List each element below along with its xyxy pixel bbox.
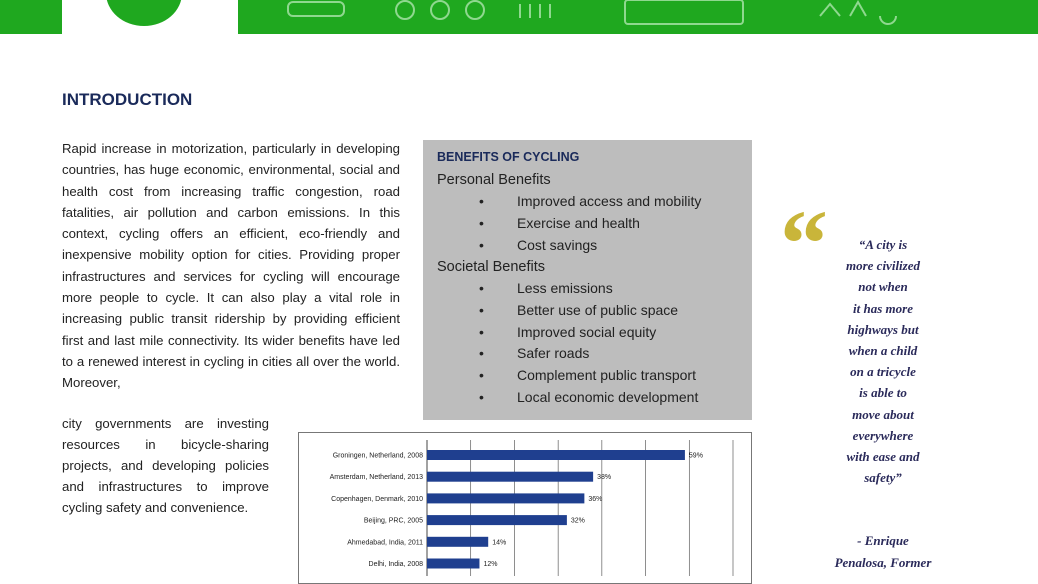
y-tick-label: Copenhagen, Denmark, 2010 xyxy=(331,496,423,503)
list-item: • Cost savings xyxy=(437,235,752,257)
item-text: Less emissions xyxy=(517,280,613,297)
list-item: • Safer roads xyxy=(437,343,752,365)
item-text: Better use of public space xyxy=(517,301,679,318)
bullet: • xyxy=(479,280,484,297)
item-text: Cost savings xyxy=(517,236,598,253)
quote-line: is able to xyxy=(859,385,907,401)
group-heading: Personal Benefits xyxy=(437,171,551,188)
item-text: Improved social equity xyxy=(517,323,657,340)
paragraph: city governments are investing resources… xyxy=(62,416,269,515)
paragraph: Rapid increase in motorization, particul… xyxy=(62,141,400,391)
people-icon xyxy=(519,4,551,18)
y-tick-label: Beijing, PRC, 2005 xyxy=(364,518,423,525)
attribution: - Enrique xyxy=(857,533,909,549)
list-item: • Better use of public space xyxy=(437,300,752,322)
bar xyxy=(427,515,567,526)
quote-line: move about xyxy=(852,406,914,422)
data-label: 14% xyxy=(492,539,506,546)
quote-line: more civilized xyxy=(845,258,920,274)
item-text: Exercise and health xyxy=(517,215,640,232)
bullet: • xyxy=(479,215,484,232)
list-item: • Complement public transport xyxy=(437,365,752,387)
pedestrian-icon xyxy=(819,0,897,25)
bullet: • xyxy=(479,323,484,340)
bullet: • xyxy=(479,388,484,405)
bar xyxy=(427,450,685,460)
bullet: • xyxy=(479,301,484,318)
bar xyxy=(427,471,594,482)
bar xyxy=(427,558,480,569)
logo-box xyxy=(62,0,238,34)
data-label: 38% xyxy=(597,474,611,481)
spacer xyxy=(808,488,958,530)
quote-mark: “ xyxy=(780,190,828,297)
quote-line: on a tricycle xyxy=(850,364,916,380)
quote-line: it has more xyxy=(853,300,913,316)
chart: Groningen, Netherland, 2008 59% Amsterdam,… xyxy=(330,440,734,576)
car-icon xyxy=(287,1,345,17)
bar xyxy=(427,493,585,504)
bullet: • xyxy=(479,345,484,362)
quote-line: not when xyxy=(858,279,908,295)
y-tick-label: Ahmedabad, India, 2011 xyxy=(347,539,423,546)
y-tick-label: Amsterdam, Netherland, 2013 xyxy=(330,474,423,481)
quote-line: safety” xyxy=(864,470,902,486)
data-label: 12% xyxy=(483,561,497,568)
list-item: • Improved social equity xyxy=(437,322,752,344)
data-label: 36% xyxy=(588,496,602,503)
section-heading: INTRODUCTION xyxy=(62,90,193,109)
quote-line: with ease and xyxy=(846,449,920,465)
y-tick-label: Delhi, India, 2008 xyxy=(369,561,424,568)
bar xyxy=(427,536,489,547)
item-text: Local economic development xyxy=(517,388,699,405)
data-label: 59% xyxy=(689,453,703,460)
list-item: • Exercise and health xyxy=(437,213,752,235)
quote: “A city is more civilized not when it has m… xyxy=(808,234,958,573)
quote-line: “A city is xyxy=(858,237,908,252)
bullet: • xyxy=(479,236,484,253)
bullet: • xyxy=(479,367,484,384)
quote-line: when a child xyxy=(848,343,918,359)
bullet: • xyxy=(479,193,484,210)
data-label: 32% xyxy=(571,518,585,525)
group-heading: Societal Benefits xyxy=(437,258,546,275)
list-item: • Local economic development xyxy=(437,387,752,409)
list-item: • Less emissions xyxy=(437,278,752,300)
quote-line: everywhere xyxy=(852,427,914,443)
benefits-box: BENEFITS OF CYCLING Personal Benefits • Imp… xyxy=(423,140,752,420)
y-tick-label: Groningen, Netherland, 2008 xyxy=(333,453,423,460)
item-text: Safer roads xyxy=(517,345,590,362)
item-text: Complement public transport xyxy=(517,367,696,384)
bus-icon xyxy=(624,0,744,25)
list-item: • Improved access and mobility xyxy=(437,191,752,213)
box-title: BENEFITS OF CYCLING xyxy=(437,150,580,164)
logo xyxy=(106,0,182,26)
bike-icon xyxy=(395,0,415,20)
quote-line: highways but xyxy=(847,321,919,337)
attribution: Penalosa, Former xyxy=(834,554,932,570)
header-icons xyxy=(287,0,897,25)
item-text: Improved access and mobility xyxy=(517,193,702,210)
